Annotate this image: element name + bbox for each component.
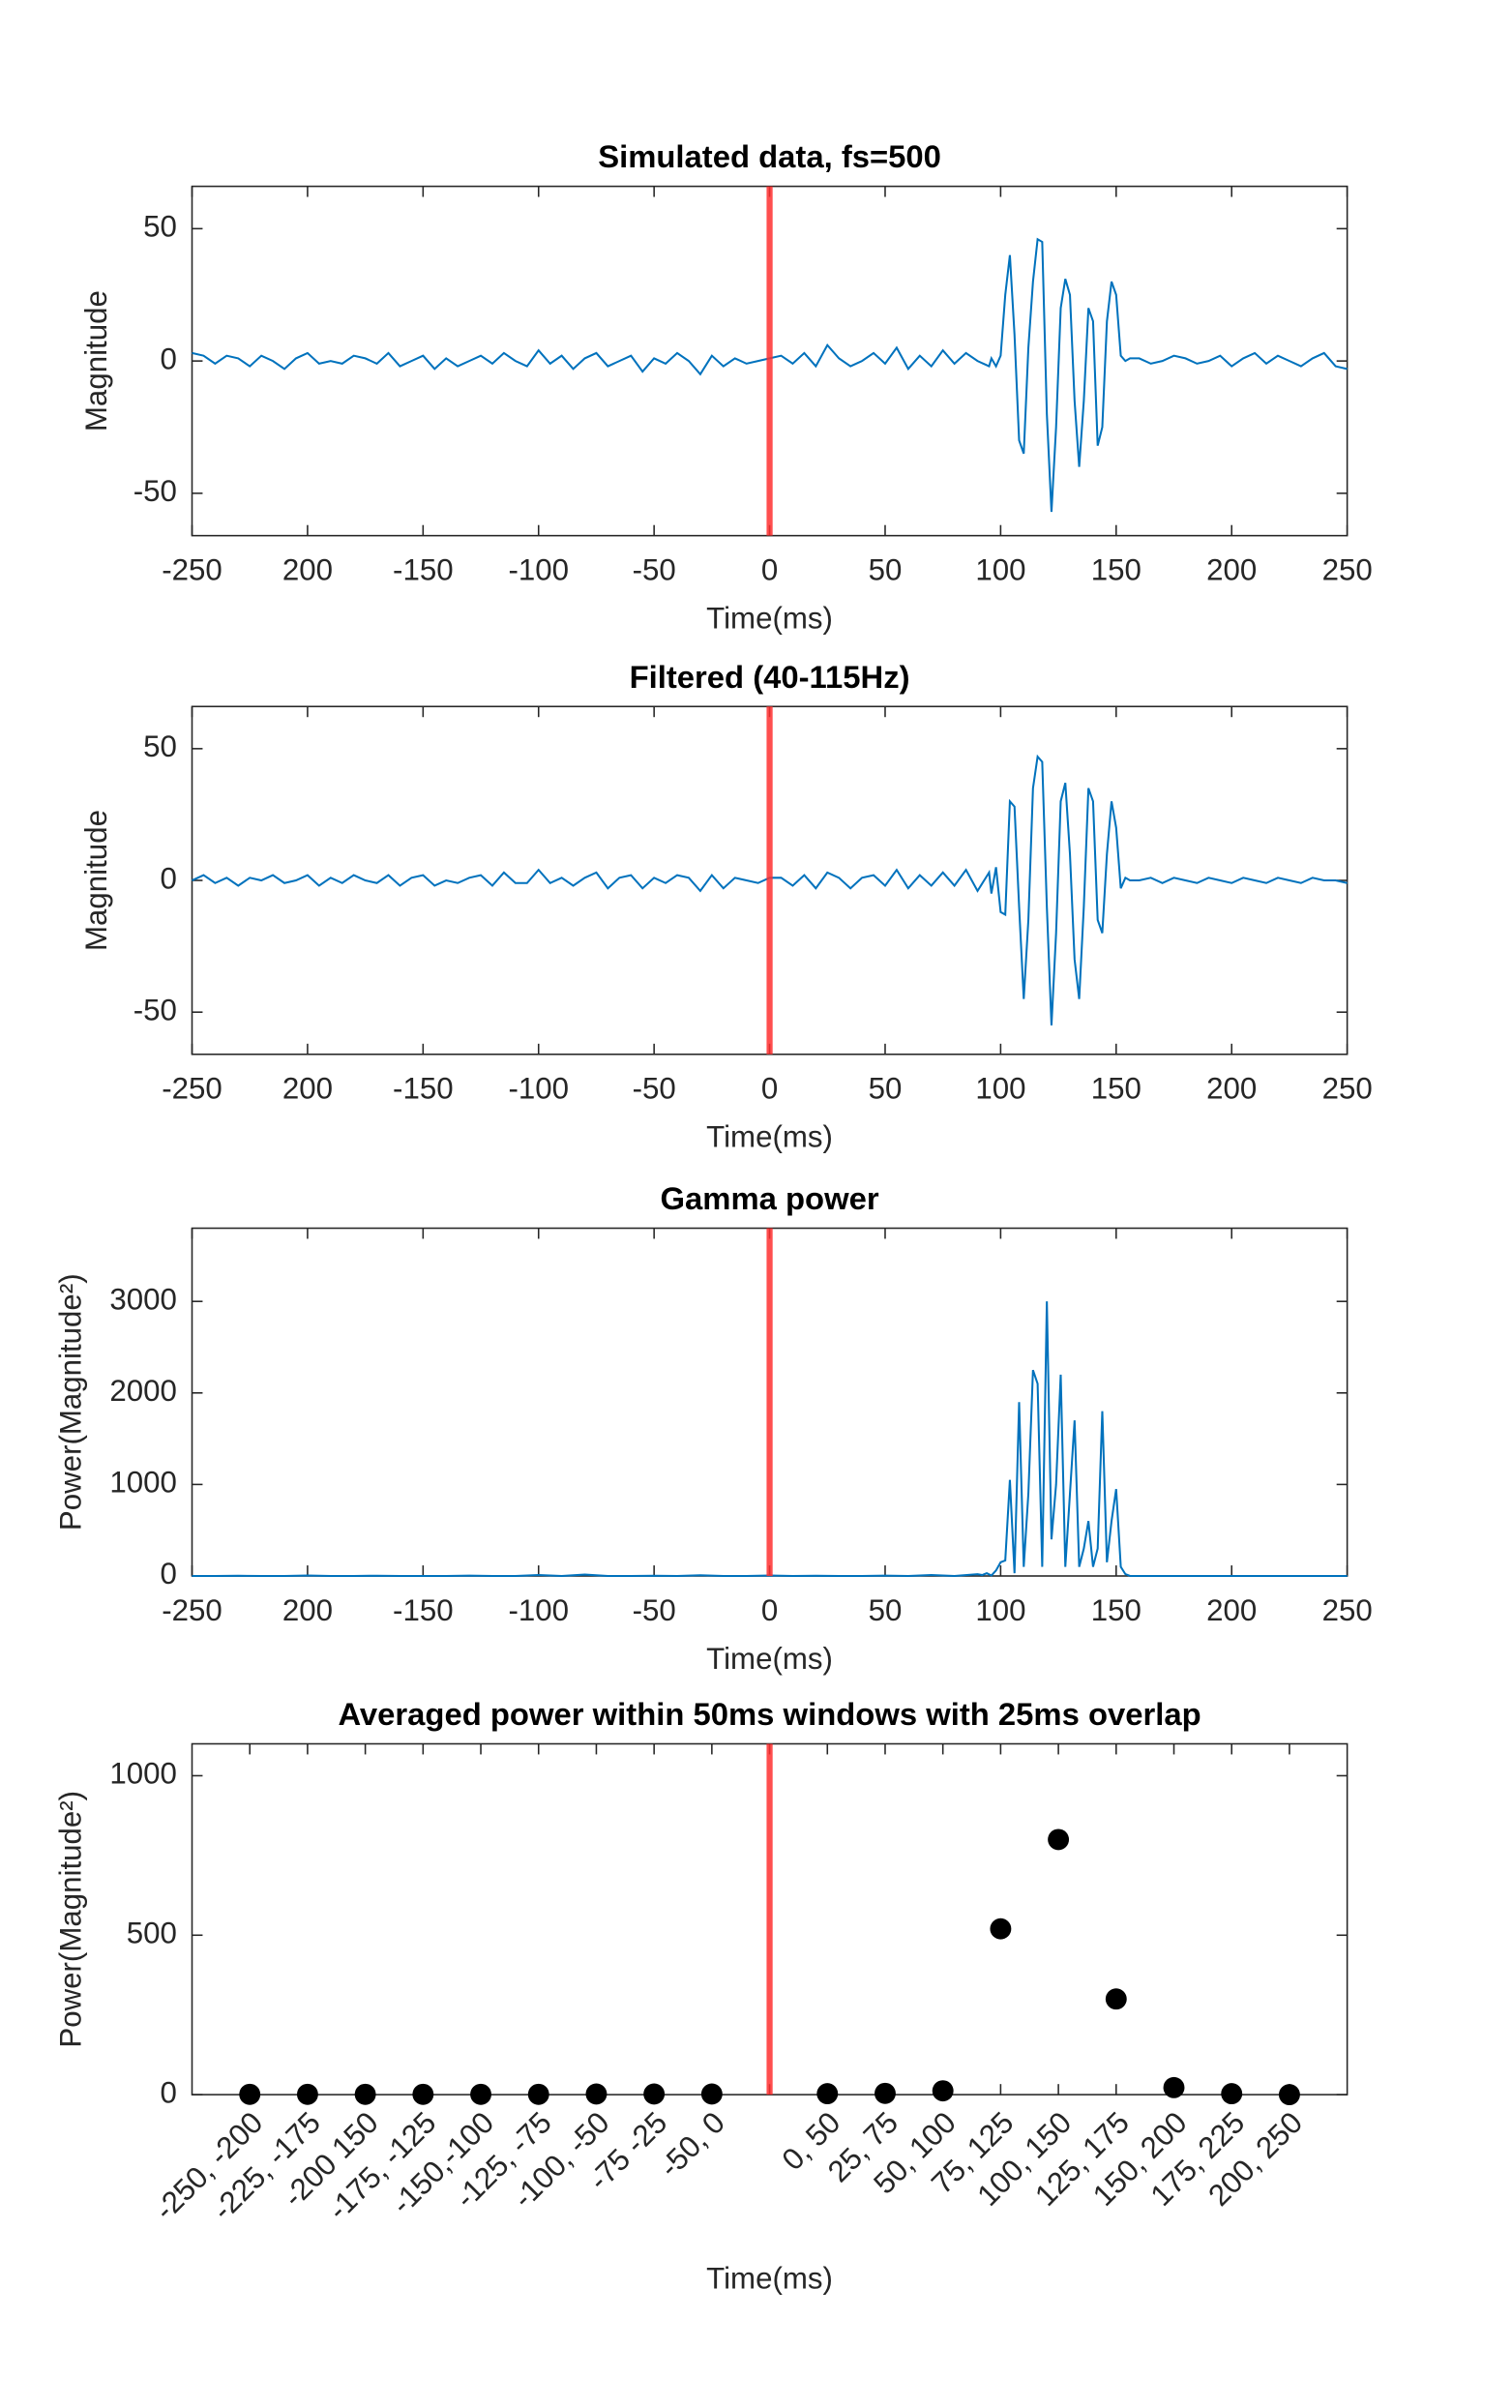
x-tick-label: 150 bbox=[1091, 552, 1141, 586]
x-tick-label: 0 bbox=[761, 1593, 778, 1627]
x-tick-label: 200 bbox=[1206, 1593, 1257, 1627]
chart-title: Averaged power within 50ms windows with … bbox=[338, 1696, 1201, 1732]
data-point bbox=[932, 2080, 954, 2102]
chart-title: Gamma power bbox=[661, 1180, 879, 1216]
x-tick-label: -50 bbox=[633, 1072, 676, 1106]
y-tick-label: 1000 bbox=[109, 1466, 177, 1500]
x-tick-label: -250 bbox=[162, 552, 222, 586]
data-point bbox=[585, 2083, 608, 2105]
data-point bbox=[875, 2082, 896, 2104]
y-axis-label: Power(Magnitude²) bbox=[53, 1791, 87, 2048]
y-tick-label: 1000 bbox=[109, 1757, 177, 1791]
signal-line bbox=[192, 237, 1348, 513]
x-tick-label: 250 bbox=[1322, 1593, 1373, 1627]
data-point bbox=[354, 2083, 376, 2105]
x-tick-label: -50 bbox=[633, 552, 676, 586]
data-point bbox=[296, 2083, 318, 2105]
y-axis-label: Magnitude bbox=[79, 290, 113, 431]
x-tick-label: -50 bbox=[633, 1593, 676, 1627]
data-point bbox=[700, 2083, 723, 2105]
x-tick-label: 150 bbox=[1091, 1593, 1141, 1627]
x-tick-label: -100 bbox=[508, 552, 569, 586]
data-point bbox=[412, 2083, 434, 2105]
chart-title: Simulated data, fs=500 bbox=[598, 138, 941, 174]
data-point bbox=[816, 2083, 839, 2105]
chart-title: Filtered (40-115Hz) bbox=[630, 659, 910, 695]
x-tick-label: 250 bbox=[1322, 552, 1373, 586]
data-point bbox=[527, 2083, 549, 2105]
x-tick-label: 200 bbox=[1206, 1072, 1257, 1106]
y-tick-label: -50 bbox=[133, 474, 177, 508]
data-point bbox=[990, 1917, 1012, 1940]
x-tick-label: 100 bbox=[975, 1593, 1025, 1627]
x-tick-label: -150 bbox=[393, 1072, 454, 1106]
x-tick-label: 0 bbox=[761, 1072, 778, 1106]
x-tick-label: 150 bbox=[1091, 1072, 1141, 1106]
y-tick-label: 50 bbox=[143, 729, 177, 763]
x-tick-label: 0 bbox=[761, 552, 778, 586]
x-tick-label: 200 bbox=[282, 552, 333, 586]
x-tick-label: -150 bbox=[393, 552, 454, 586]
x-tick-label: 250 bbox=[1322, 1072, 1373, 1106]
data-point bbox=[1163, 2076, 1185, 2098]
x-tick-label: -250 bbox=[162, 1072, 222, 1106]
x-tick-label: 100 bbox=[975, 552, 1025, 586]
data-point bbox=[643, 2083, 666, 2105]
y-tick-label: 3000 bbox=[109, 1282, 177, 1316]
y-tick-label: 0 bbox=[160, 342, 176, 375]
data-point bbox=[1221, 2083, 1243, 2105]
data-point bbox=[1105, 1988, 1127, 2010]
x-tick-label: 200 bbox=[1206, 552, 1257, 586]
data-point bbox=[470, 2083, 491, 2105]
signal-line bbox=[192, 1301, 1348, 1578]
y-tick-label: 0 bbox=[160, 1557, 176, 1590]
x-tick-label: -100 bbox=[508, 1072, 569, 1106]
x-tick-label: -150 bbox=[393, 1593, 454, 1627]
x-tick-label: -100 bbox=[508, 1593, 569, 1627]
x-axis-label: Time(ms) bbox=[706, 1642, 833, 1676]
y-axis-label: Magnitude bbox=[79, 810, 113, 951]
x-axis-label: Time(ms) bbox=[706, 2262, 833, 2296]
x-tick-label: 200 bbox=[282, 1072, 333, 1106]
x-axis-label: Time(ms) bbox=[706, 1120, 833, 1154]
x-axis-label: Time(ms) bbox=[706, 601, 833, 635]
y-tick-label: 0 bbox=[160, 861, 176, 895]
signal-line bbox=[192, 754, 1348, 1026]
x-tick-label: 100 bbox=[975, 1072, 1025, 1106]
y-tick-label: 50 bbox=[143, 210, 177, 244]
y-tick-label: 500 bbox=[127, 1917, 177, 1950]
y-axis-label: Power(Magnitude²) bbox=[53, 1273, 87, 1531]
y-tick-label: -50 bbox=[133, 993, 177, 1026]
data-point bbox=[239, 2083, 261, 2105]
x-tick-label: 50 bbox=[869, 1593, 903, 1627]
x-tick-label: 50 bbox=[869, 552, 903, 586]
x-tick-label: 50 bbox=[869, 1072, 903, 1106]
y-tick-label: 2000 bbox=[109, 1374, 177, 1408]
x-tick-label: -250 bbox=[162, 1593, 222, 1627]
y-tick-label: 0 bbox=[160, 2075, 176, 2109]
x-tick-label: 200 bbox=[282, 1593, 333, 1627]
data-point bbox=[1048, 1828, 1070, 1851]
data-point bbox=[1278, 2084, 1300, 2106]
